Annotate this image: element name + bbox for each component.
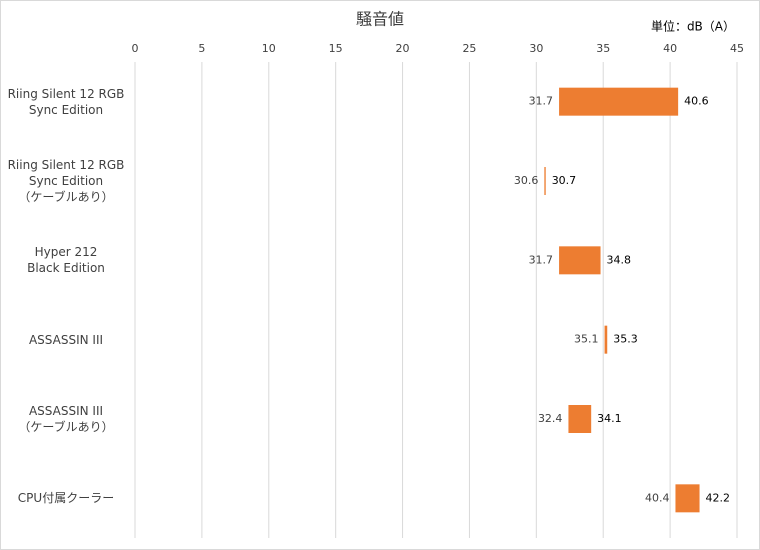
x-tick-label: 5 [198, 42, 205, 55]
high-label: 34.8 [607, 253, 632, 266]
x-tick-label: 35 [596, 42, 610, 55]
unit-label: 単位：dB（A） [651, 19, 735, 34]
low-label: 40.4 [645, 491, 670, 504]
x-tick-label: 45 [730, 42, 744, 55]
bar [559, 246, 601, 275]
bar [675, 484, 700, 513]
bar [568, 405, 592, 433]
high-label: 35.3 [613, 333, 638, 346]
high-label: 34.1 [597, 412, 622, 425]
category-label: CPU付属クーラー [17, 491, 115, 506]
category-label: Hyper 212 Black Edition [27, 245, 105, 276]
x-tick-label: 25 [462, 42, 476, 55]
chart-title: 騒音値 [356, 10, 404, 29]
x-tick-label: 40 [663, 42, 677, 55]
bar [559, 87, 679, 116]
category-label: ASSASSIN III （ケーブルあり） [18, 404, 114, 434]
low-label: 35.1 [574, 333, 599, 346]
low-label: 32.4 [538, 412, 563, 425]
category-label: Riing Silent 12 RGB Sync Edition （ケーブルあり… [7, 158, 125, 204]
x-tick-label: 20 [396, 42, 410, 55]
x-tick-label: 30 [529, 42, 543, 55]
category-label: Riing Silent 12 RGB Sync Edition [7, 86, 125, 117]
category-label: ASSASSIN III [28, 332, 104, 347]
high-label: 42.2 [706, 491, 731, 504]
low-label: 31.7 [529, 253, 554, 266]
x-tick-label: 15 [329, 42, 343, 55]
low-label: 30.6 [514, 174, 539, 187]
high-label: 30.7 [552, 174, 577, 187]
high-label: 40.6 [684, 95, 709, 108]
bar [544, 167, 546, 195]
x-tick-label: 10 [262, 42, 276, 55]
low-label: 31.7 [529, 95, 554, 108]
x-tick-label: 0 [132, 42, 139, 55]
bar [604, 325, 608, 354]
